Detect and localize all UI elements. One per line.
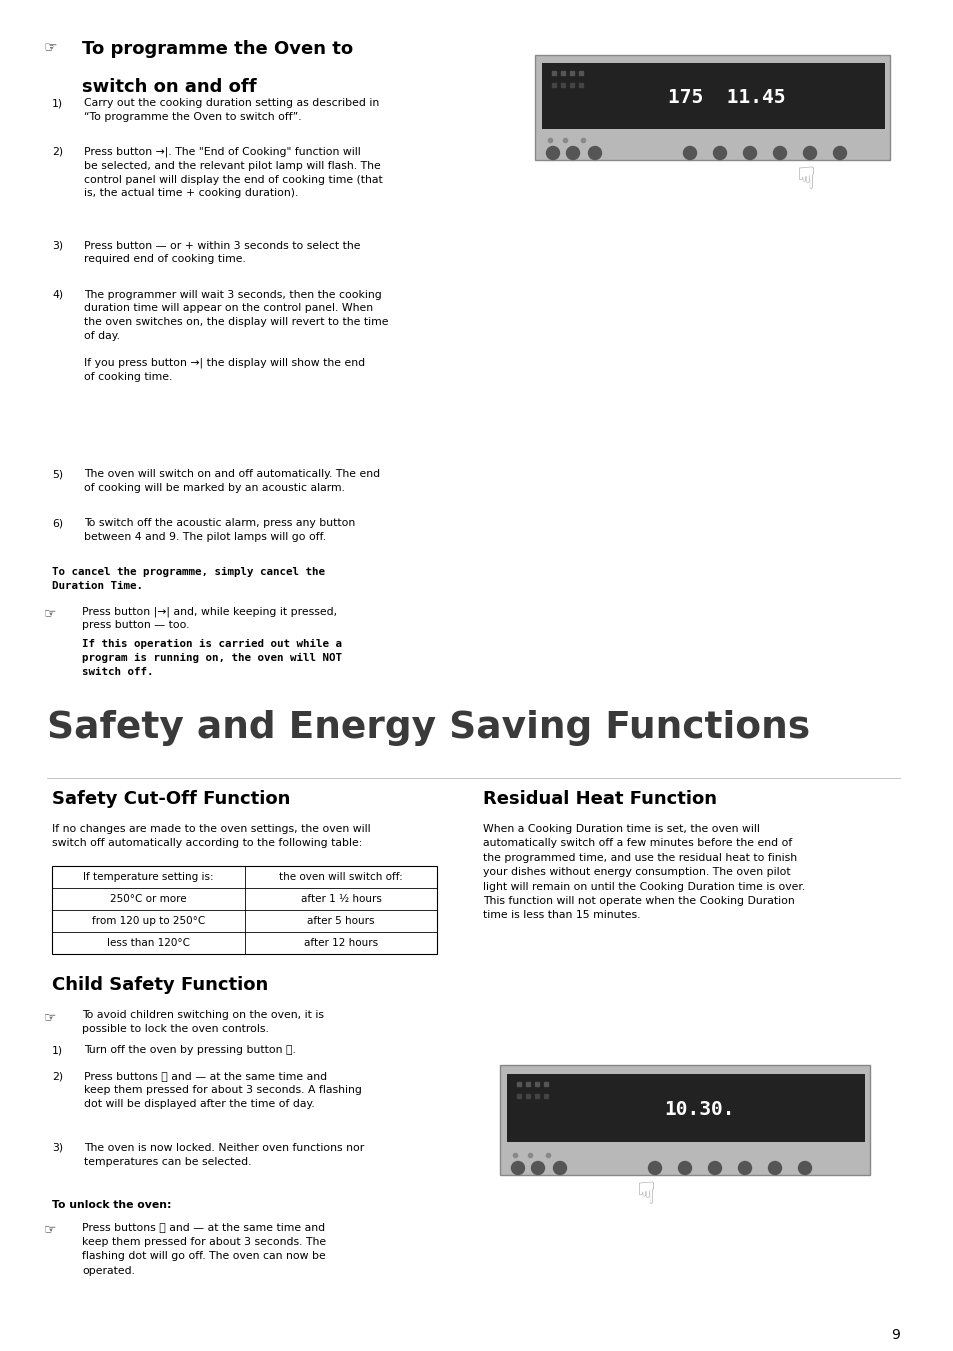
Text: ☞: ☞: [786, 165, 815, 192]
Text: To avoid children switching on the oven, it is
possible to lock the oven control: To avoid children switching on the oven,…: [82, 1011, 324, 1034]
Circle shape: [802, 146, 816, 159]
Circle shape: [768, 1162, 781, 1174]
Text: ☞: ☞: [44, 41, 57, 55]
Bar: [507, 1074, 864, 1142]
Text: Child Safety Function: Child Safety Function: [52, 975, 268, 994]
Text: The programmer will wait 3 seconds, then the cooking
duration time will appear o: The programmer will wait 3 seconds, then…: [84, 290, 388, 382]
Text: switch on and off: switch on and off: [82, 78, 256, 96]
Text: Safety and Energy Saving Functions: Safety and Energy Saving Functions: [47, 711, 809, 746]
Text: after 1 ½ hours: after 1 ½ hours: [300, 894, 381, 904]
Text: To switch off the acoustic alarm, press any button
between 4 and 9. The pilot la: To switch off the acoustic alarm, press …: [84, 517, 355, 542]
Text: Turn off the oven by pressing button ⓞ.: Turn off the oven by pressing button ⓞ.: [84, 1046, 295, 1055]
Circle shape: [511, 1162, 524, 1174]
Text: Press button — or + within 3 seconds to select the
required end of cooking time.: Press button — or + within 3 seconds to …: [84, 240, 360, 265]
Text: 10.30.: 10.30.: [664, 1100, 734, 1119]
Circle shape: [742, 146, 756, 159]
Text: 3): 3): [52, 240, 63, 251]
Text: If temperature setting is:: If temperature setting is:: [83, 871, 213, 882]
Text: Press buttons Ⓒ and — at the same time and
keep them pressed for about 3 seconds: Press buttons Ⓒ and — at the same time a…: [84, 1071, 361, 1109]
Text: 2): 2): [52, 147, 63, 157]
Circle shape: [682, 146, 696, 159]
Text: 9: 9: [890, 1328, 899, 1342]
Text: If no changes are made to the oven settings, the oven will
switch off automatica: If no changes are made to the oven setti…: [52, 824, 370, 847]
Circle shape: [833, 146, 845, 159]
Circle shape: [773, 146, 785, 159]
Text: When a Cooking Duration time is set, the oven will
automatically switch off a fe: When a Cooking Duration time is set, the…: [482, 824, 804, 920]
Circle shape: [678, 1162, 691, 1174]
Circle shape: [546, 146, 558, 159]
Text: 4): 4): [52, 290, 63, 300]
Text: ☞: ☞: [44, 607, 56, 620]
Circle shape: [531, 1162, 544, 1174]
Circle shape: [708, 1162, 720, 1174]
Circle shape: [553, 1162, 566, 1174]
Circle shape: [738, 1162, 751, 1174]
Bar: [52, 866, 436, 954]
Text: after 12 hours: after 12 hours: [304, 938, 377, 948]
Text: from 120 up to 250°C: from 120 up to 250°C: [91, 916, 205, 925]
Circle shape: [713, 146, 726, 159]
Text: 1): 1): [52, 99, 63, 108]
Circle shape: [588, 146, 601, 159]
Text: The oven is now locked. Neither oven functions nor
temperatures can be selected.: The oven is now locked. Neither oven fun…: [84, 1143, 364, 1166]
Text: the oven will switch off:: the oven will switch off:: [279, 871, 402, 882]
Text: 3): 3): [52, 1143, 63, 1152]
Bar: [499, 1065, 869, 1175]
Text: 6): 6): [52, 517, 63, 528]
Text: 5): 5): [52, 469, 63, 480]
Text: Safety Cut-Off Function: Safety Cut-Off Function: [52, 790, 290, 808]
Text: ☞: ☞: [625, 1179, 655, 1208]
Text: Carry out the cooking duration setting as described in
“To programme the Oven to: Carry out the cooking duration setting a…: [84, 99, 379, 122]
Circle shape: [648, 1162, 660, 1174]
Text: Residual Heat Function: Residual Heat Function: [482, 790, 717, 808]
Text: Press button →|. The "End of Cooking" function will
be selected, and the relevan: Press button →|. The "End of Cooking" fu…: [84, 147, 382, 199]
Bar: [535, 55, 889, 159]
Text: The oven will switch on and off automatically. The end
of cooking will be marked: The oven will switch on and off automati…: [84, 469, 379, 493]
Text: less than 120°C: less than 120°C: [107, 938, 190, 948]
Text: ☞: ☞: [44, 1221, 56, 1236]
Circle shape: [798, 1162, 811, 1174]
Text: Press buttons Ⓒ and — at the same time and
keep them pressed for about 3 seconds: Press buttons Ⓒ and — at the same time a…: [82, 1221, 326, 1277]
Text: 1): 1): [52, 1046, 63, 1055]
Circle shape: [566, 146, 578, 159]
Text: 250°C or more: 250°C or more: [111, 894, 187, 904]
Text: Press button |→| and, while keeping it pressed,
press button — too.: Press button |→| and, while keeping it p…: [82, 607, 336, 630]
Text: If this operation is carried out while a
program is running on, the oven will NO: If this operation is carried out while a…: [82, 639, 341, 677]
Text: To unlock the oven:: To unlock the oven:: [52, 1200, 172, 1210]
Text: To programme the Oven to: To programme the Oven to: [82, 41, 353, 58]
Text: 2): 2): [52, 1071, 63, 1082]
Bar: [541, 63, 884, 128]
Text: after 5 hours: after 5 hours: [307, 916, 375, 925]
Text: 175  11.45: 175 11.45: [667, 88, 784, 107]
Text: ☞: ☞: [44, 1011, 56, 1024]
Text: To cancel the programme, simply cancel the
Duration Time.: To cancel the programme, simply cancel t…: [52, 567, 325, 590]
